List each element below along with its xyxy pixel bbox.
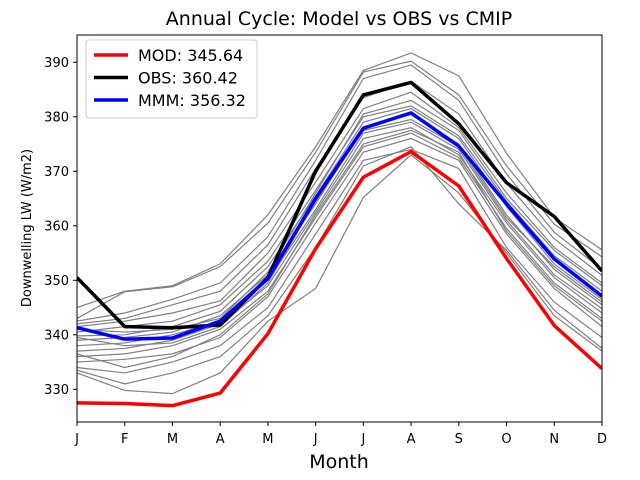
y-tick-label-390: 390 [44, 56, 69, 71]
y-tick-label-380: 380 [44, 110, 69, 125]
x-tick-label-6: J [313, 432, 318, 447]
legend-label-mod: MOD: 345.64 [138, 46, 243, 65]
legend: MOD: 345.64 OBS: 360.42 MMM: 356.32 [85, 39, 258, 119]
axes: J F M A M J J A S O N D 330 340 350 360 370 380 390 [44, 34, 607, 447]
cmip-model-line-2 [77, 60, 602, 319]
x-tick-label-7: J [360, 432, 365, 447]
x-tick-label-12: D [597, 432, 607, 447]
x-axis-label: Month [309, 451, 369, 473]
x-tick-label-2: F [121, 432, 128, 447]
legend-box [85, 39, 258, 119]
cmip-model-line-5 [77, 91, 602, 328]
x-tick-label-5: M [262, 432, 273, 447]
axes-frame [76, 34, 603, 423]
y-axis-label: Downwelling LW (W/m2) [20, 149, 35, 307]
cmip-model-line-14 [77, 146, 602, 385]
x-tick-label-8: A [407, 432, 416, 447]
cmip-model-line-15 [77, 154, 602, 395]
mmm-line [77, 111, 602, 341]
x-tick-label-1: J [74, 432, 79, 447]
cmip-model-line-12 [77, 137, 602, 363]
x-tick-label-3: M [167, 432, 178, 447]
cmip-model-line-11 [77, 132, 602, 358]
x-tick-label-11: N [549, 432, 559, 447]
legend-label-obs: OBS: 360.42 [138, 69, 238, 88]
mod-line [77, 149, 602, 408]
x-tick-label-10: O [501, 432, 511, 447]
x-tick-label-4: A [216, 432, 225, 447]
obs-line [77, 80, 602, 330]
cmip-model-line-9 [77, 121, 602, 347]
cmip-model-line-18 [77, 129, 602, 369]
cmip-model-line-16 [77, 99, 602, 333]
legend-label-mmm: MMM: 356.32 [138, 91, 246, 110]
y-tick-label-330: 330 [44, 383, 69, 398]
cmip-model-line-1 [77, 52, 602, 309]
plot-area [77, 52, 602, 408]
y-tick-label-360: 360 [44, 219, 69, 234]
y-tick-label-350: 350 [44, 274, 69, 289]
x-tick-label-9: S [455, 432, 463, 447]
cmip-model-line-10 [77, 127, 602, 352]
chart-title: Annual Cycle: Model vs OBS vs CMIP [166, 8, 512, 30]
y-tick-label-370: 370 [44, 165, 69, 180]
y-tick-label-340: 340 [44, 328, 69, 343]
cmip-model-line-13 [77, 148, 602, 374]
cmip-model-line-3 [77, 64, 602, 322]
